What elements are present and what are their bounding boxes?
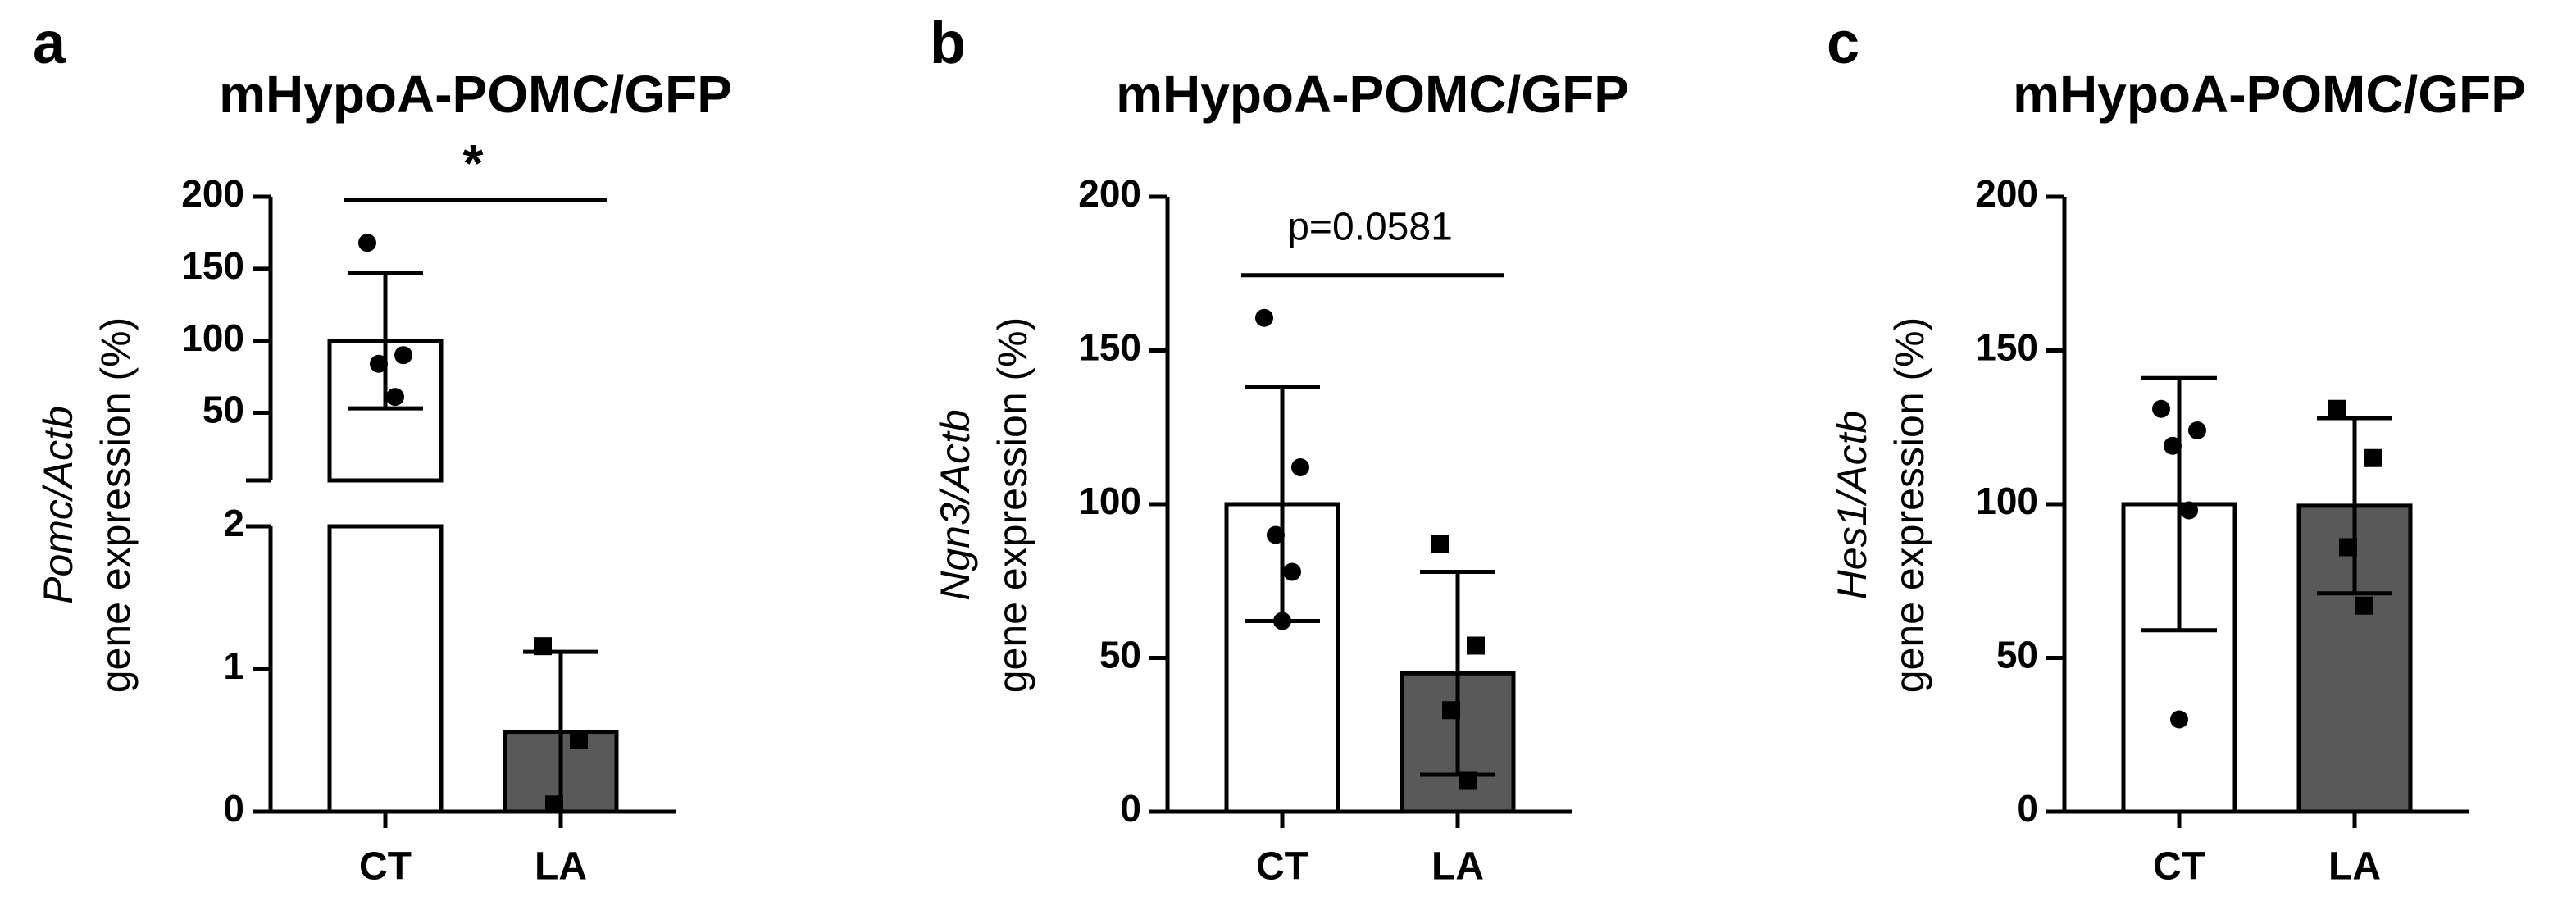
x-tick-label: LA <box>535 845 587 889</box>
data-point <box>2188 421 2206 439</box>
data-point <box>2328 399 2346 418</box>
y-axis-label-gene: Pomc/Actb <box>35 406 81 604</box>
data-point <box>1273 612 1291 630</box>
y-tick-label: 2 <box>223 502 244 544</box>
y-tick-label: 1 <box>223 644 244 687</box>
chart-title: mHypoA-POMC/GFP <box>2013 65 2526 124</box>
x-tick-label: CT <box>1256 845 1308 889</box>
chart-title: mHypoA-POMC/GFP <box>1116 65 1629 124</box>
data-point <box>1283 562 1301 581</box>
panel-label: a <box>33 11 66 76</box>
data-point <box>2180 501 2198 520</box>
data-point <box>370 354 388 373</box>
panel-label: b <box>930 11 966 76</box>
panel-label: c <box>1827 11 1859 76</box>
data-point <box>1267 525 1285 544</box>
y-tick-label: 200 <box>181 172 244 215</box>
x-tick-label: LA <box>2328 845 2381 889</box>
data-point <box>1291 458 1309 476</box>
significance-label: p=0.0581 <box>1287 205 1453 248</box>
y-axis-label-gene: Hes1/Actb <box>1829 411 1875 600</box>
data-point <box>570 731 588 749</box>
x-tick-label: CT <box>359 845 412 889</box>
x-tick-label: CT <box>2153 845 2205 889</box>
data-point <box>2355 596 2373 615</box>
data-point <box>2164 436 2182 455</box>
data-point <box>2170 710 2188 729</box>
chart-title: mHypoA-POMC/GFP <box>219 65 732 124</box>
bar <box>327 339 444 483</box>
x-tick-label: LA <box>1431 845 1484 889</box>
y-tick-label: 150 <box>181 244 244 287</box>
y-tick-label: 0 <box>2017 787 2038 830</box>
y-tick-label: 50 <box>1099 634 1141 676</box>
data-point <box>1255 308 1273 327</box>
y-axis-label: gene expression (%) <box>1886 317 1932 694</box>
data-point <box>394 346 412 365</box>
y-tick-label: 100 <box>1975 480 2038 522</box>
data-point <box>2339 538 2357 557</box>
y-tick-label: 150 <box>1975 326 2038 369</box>
data-point <box>2364 448 2382 467</box>
y-tick-label: 100 <box>1078 480 1141 522</box>
y-axis-label: gene expression (%) <box>93 317 139 694</box>
data-point <box>1442 701 1460 720</box>
y-tick-label: 50 <box>203 389 244 431</box>
y-tick-label: 150 <box>1078 326 1141 369</box>
bar <box>327 524 444 814</box>
y-axis-label-gene: Ngn3/Actb <box>932 409 978 600</box>
data-point <box>386 388 404 407</box>
y-tick-label: 50 <box>1996 634 2038 676</box>
y-tick-label: 0 <box>1120 787 1141 830</box>
data-point <box>1431 535 1449 553</box>
y-tick-label: 0 <box>223 787 244 830</box>
data-point <box>1459 771 1477 790</box>
y-axis-label: gene expression (%) <box>990 317 1035 694</box>
data-point <box>545 795 563 814</box>
data-point <box>358 234 376 252</box>
data-point <box>1467 636 1485 655</box>
y-tick-label: 200 <box>1975 172 2038 215</box>
data-point <box>534 637 552 656</box>
y-tick-label: 200 <box>1078 172 1141 215</box>
y-tick-label: 100 <box>181 316 244 359</box>
data-point <box>2152 399 2170 418</box>
significance-label: * <box>463 134 484 193</box>
